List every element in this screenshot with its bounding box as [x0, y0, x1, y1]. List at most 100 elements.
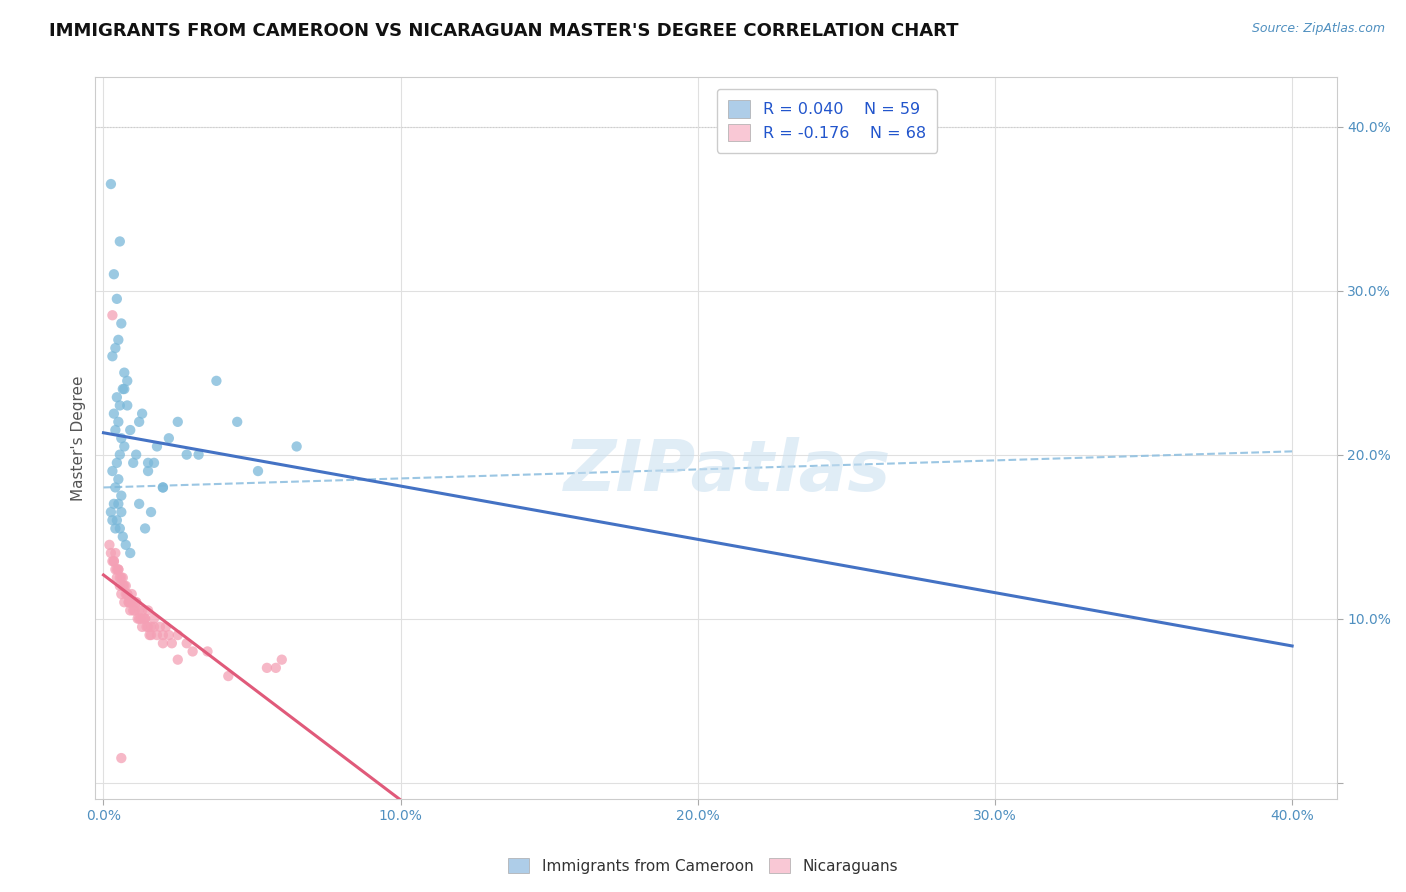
Point — [101, 308, 124, 322]
Point — [111, 571, 134, 585]
Point — [104, 341, 127, 355]
Point — [111, 530, 134, 544]
Point — [136, 456, 159, 470]
Point — [226, 415, 249, 429]
Point — [117, 374, 139, 388]
Point — [108, 521, 131, 535]
Point — [105, 562, 128, 576]
Point — [114, 579, 136, 593]
Point — [217, 669, 239, 683]
Legend: R = 0.040    N = 59, R = -0.176    N = 68: R = 0.040 N = 59, R = -0.176 N = 68 — [717, 89, 938, 153]
Point — [107, 415, 129, 429]
Point — [120, 595, 142, 609]
Point — [104, 562, 127, 576]
Point — [125, 595, 148, 609]
Point — [131, 407, 153, 421]
Point — [108, 399, 131, 413]
Point — [143, 456, 166, 470]
Point — [256, 661, 278, 675]
Point — [139, 505, 162, 519]
Point — [117, 399, 139, 413]
Point — [103, 497, 125, 511]
Point — [139, 620, 162, 634]
Point — [108, 235, 131, 249]
Point — [176, 448, 198, 462]
Point — [128, 612, 150, 626]
Point — [105, 456, 128, 470]
Text: ZIPatlas: ZIPatlas — [564, 436, 891, 506]
Point — [107, 333, 129, 347]
Point — [166, 653, 188, 667]
Point — [105, 390, 128, 404]
Point — [105, 513, 128, 527]
Point — [110, 489, 132, 503]
Point — [152, 628, 174, 642]
Point — [127, 612, 149, 626]
Point — [138, 628, 160, 642]
Point — [157, 628, 180, 642]
Point — [125, 595, 148, 609]
Y-axis label: Master's Degree: Master's Degree — [72, 376, 86, 501]
Point — [128, 603, 150, 617]
Point — [103, 554, 125, 568]
Point — [108, 571, 131, 585]
Point — [132, 612, 155, 626]
Point — [108, 448, 131, 462]
Point — [155, 620, 177, 634]
Point — [157, 431, 180, 445]
Point — [134, 612, 156, 626]
Point — [110, 505, 132, 519]
Point — [112, 595, 135, 609]
Point — [100, 505, 122, 519]
Point — [131, 620, 153, 634]
Text: Source: ZipAtlas.com: Source: ZipAtlas.com — [1251, 22, 1385, 36]
Point — [103, 407, 125, 421]
Point — [100, 546, 122, 560]
Legend: Immigrants from Cameroon, Nicaraguans: Immigrants from Cameroon, Nicaraguans — [502, 852, 904, 880]
Point — [110, 751, 132, 765]
Point — [166, 415, 188, 429]
Point — [101, 349, 124, 363]
Point — [152, 480, 174, 494]
Point — [136, 620, 159, 634]
Point — [135, 620, 157, 634]
Point — [100, 177, 122, 191]
Point — [112, 366, 135, 380]
Point — [111, 579, 134, 593]
Point — [136, 464, 159, 478]
Point — [107, 562, 129, 576]
Point — [136, 603, 159, 617]
Point — [166, 628, 188, 642]
Point — [105, 292, 128, 306]
Point — [111, 382, 134, 396]
Point — [108, 579, 131, 593]
Point — [104, 521, 127, 535]
Point — [247, 464, 270, 478]
Point — [134, 612, 156, 626]
Point — [139, 628, 162, 642]
Point — [124, 603, 146, 617]
Point — [197, 644, 219, 658]
Point — [110, 571, 132, 585]
Point — [110, 317, 132, 331]
Point — [107, 472, 129, 486]
Point — [187, 448, 209, 462]
Point — [98, 538, 121, 552]
Point — [112, 382, 135, 396]
Point — [181, 644, 204, 658]
Point — [131, 603, 153, 617]
Point — [101, 513, 124, 527]
Point — [128, 497, 150, 511]
Point — [103, 554, 125, 568]
Point — [143, 612, 166, 626]
Point — [146, 440, 169, 454]
Point — [121, 587, 143, 601]
Point — [103, 267, 125, 281]
Point — [264, 661, 287, 675]
Point — [143, 620, 166, 634]
Point — [149, 620, 172, 634]
Point — [117, 587, 139, 601]
Point — [107, 562, 129, 576]
Point — [114, 587, 136, 601]
Point — [122, 603, 145, 617]
